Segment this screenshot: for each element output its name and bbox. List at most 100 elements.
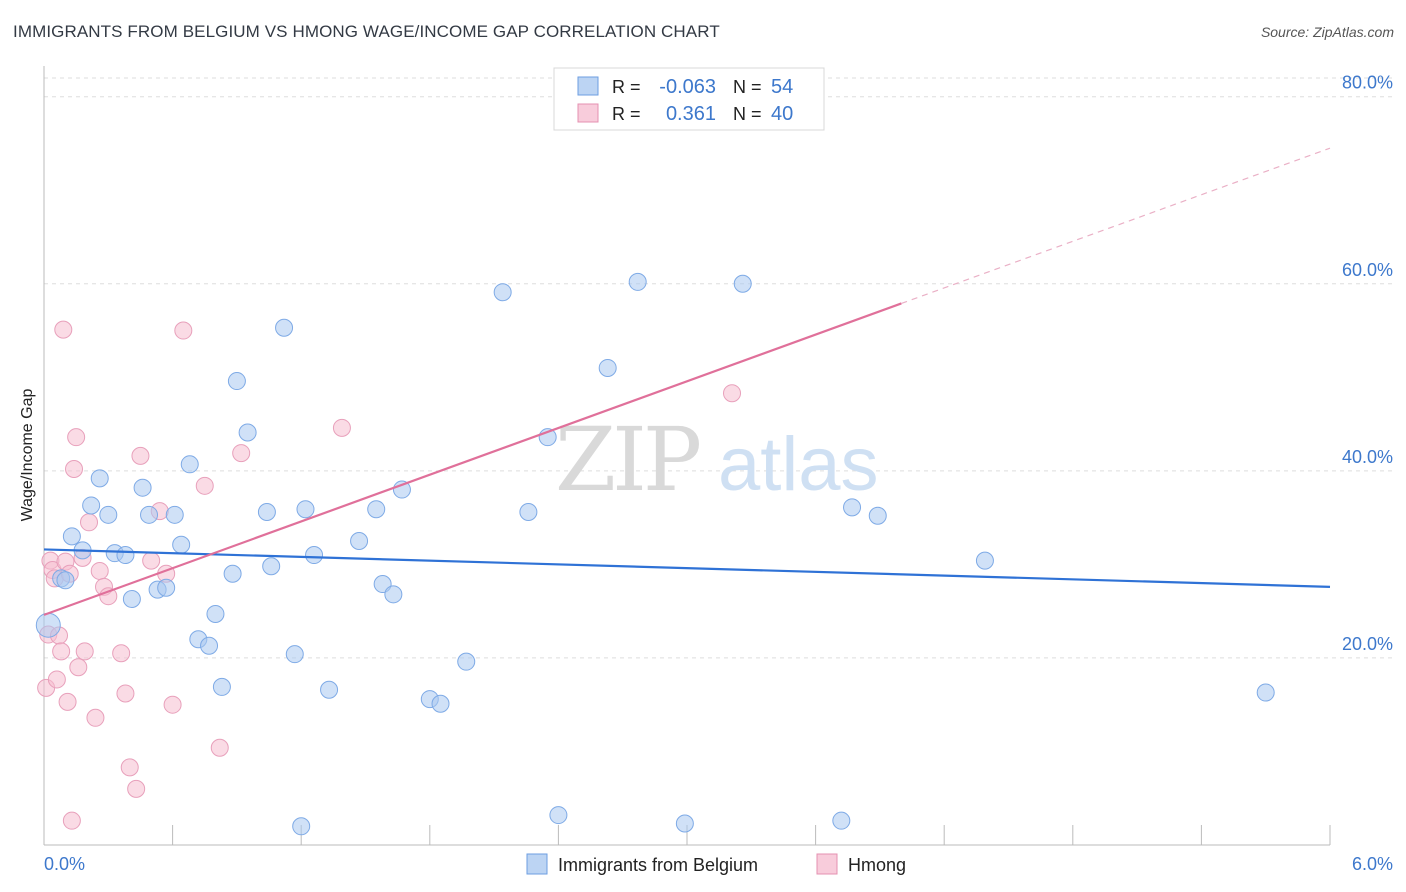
belgium-point <box>212 677 231 696</box>
bottom-legend-label-belgium: Immigrants from Belgium <box>558 855 758 875</box>
source-label: Source: ZipAtlas.com <box>1260 24 1394 40</box>
belgium-point <box>116 546 135 565</box>
hmong-point <box>116 684 135 703</box>
bottom-legend-swatch-belgium <box>526 853 548 875</box>
belgium-point <box>133 478 152 497</box>
y-tick-label: 20.0% <box>1342 634 1393 654</box>
hmong-point <box>58 692 77 711</box>
belgium-point <box>285 645 304 664</box>
hmong-trend-extension <box>901 147 1331 304</box>
y-tick-label: 40.0% <box>1342 447 1393 467</box>
belgium-point <box>35 612 61 638</box>
legend-r-value-belgium: -0.063 <box>659 76 716 98</box>
belgium-point <box>305 546 324 565</box>
legend-swatch-belgium <box>577 76 599 96</box>
belgium-point <box>122 589 141 608</box>
belgium-point <box>180 455 199 474</box>
x-tick-label-min: 0.0% <box>44 854 85 874</box>
hmong-point <box>210 738 229 757</box>
hmong-point <box>332 418 351 437</box>
belgium-point <box>157 578 176 597</box>
belgium-point <box>292 817 311 836</box>
hmong-point <box>142 551 161 570</box>
legend-swatch-hmong <box>577 103 599 123</box>
y-tick-label: 80.0% <box>1342 73 1393 93</box>
hmong-trend-line <box>43 302 902 616</box>
belgium-point <box>868 506 887 525</box>
belgium-point <box>238 423 257 442</box>
chart-title: IMMIGRANTS FROM BELGIUM VS HMONG WAGE/IN… <box>13 22 720 41</box>
hmong-point <box>90 561 109 580</box>
bottom-legend-swatch-hmong <box>816 853 838 875</box>
hmong-point <box>174 321 193 340</box>
hmong-point <box>65 459 84 478</box>
belgium-point <box>165 505 184 524</box>
hmong-point <box>723 384 742 403</box>
hmong-point <box>131 446 150 465</box>
belgium-point <box>296 500 315 519</box>
belgium-point <box>457 652 476 671</box>
legend-r-label-hmong: R = <box>612 104 641 124</box>
belgium-point <box>1256 683 1275 702</box>
hmong-point <box>54 320 73 339</box>
watermark: ZIP atlas <box>555 408 879 511</box>
belgium-point <box>843 498 862 517</box>
belgium-point <box>82 496 101 515</box>
belgium-point <box>257 503 276 522</box>
hmong-point <box>120 758 139 777</box>
hmong-point <box>195 476 214 495</box>
correlation-legend: R = -0.063 N = 54 R = 0.361 N = 40 <box>553 67 825 131</box>
hmong-point <box>75 642 94 661</box>
hmong-point <box>86 708 105 727</box>
hmong-point <box>163 695 182 714</box>
belgium-points <box>35 272 1275 836</box>
trend-lines <box>43 147 1331 616</box>
belgium-point <box>56 571 75 590</box>
belgium-point <box>320 680 339 699</box>
belgium-point <box>628 272 647 291</box>
legend-r-value-hmong: 0.361 <box>666 103 716 125</box>
hmong-points <box>37 320 742 830</box>
belgium-point <box>733 274 752 293</box>
belgium-point <box>90 469 109 488</box>
belgium-point <box>549 806 568 825</box>
hmong-point <box>232 444 251 463</box>
series-legend: Immigrants from Belgium Hmong <box>526 853 906 875</box>
belgium-point <box>200 636 219 655</box>
hmong-point <box>69 658 88 677</box>
belgium-point <box>493 283 512 302</box>
watermark-zip: ZIP <box>555 408 700 511</box>
belgium-point <box>519 503 538 522</box>
hmong-point <box>67 428 86 447</box>
hmong-point <box>62 811 81 830</box>
legend-r-label-belgium: R = <box>612 77 641 97</box>
y-tick-labels: 20.0% 40.0% 60.0% 80.0% <box>1342 73 1393 654</box>
watermark-atlas: atlas <box>718 422 879 507</box>
hmong-point <box>80 513 99 532</box>
legend-n-value-belgium: 54 <box>771 76 793 98</box>
bottom-legend-label-hmong: Hmong <box>848 855 906 875</box>
belgium-point <box>675 814 694 833</box>
hmong-point <box>52 642 71 661</box>
belgium-point <box>262 557 281 576</box>
belgium-point <box>206 604 225 623</box>
belgium-point <box>384 585 403 604</box>
belgium-point <box>350 532 369 551</box>
hmong-point <box>127 779 146 798</box>
x-tick-labels: 0.0% 6.0% <box>44 854 1393 874</box>
legend-n-value-hmong: 40 <box>771 103 793 125</box>
legend-n-label-belgium: N = <box>733 77 762 97</box>
belgium-point <box>62 527 81 546</box>
belgium-point <box>832 811 851 830</box>
belgium-point <box>275 318 294 337</box>
belgium-point <box>99 505 118 524</box>
y-tick-label: 60.0% <box>1342 260 1393 280</box>
belgium-point <box>975 551 994 570</box>
legend-n-label-hmong: N = <box>733 104 762 124</box>
belgium-point <box>367 500 386 519</box>
gridlines <box>44 77 1394 659</box>
belgium-point <box>598 358 617 377</box>
belgium-point <box>140 505 159 524</box>
belgium-trend-line <box>43 548 1331 588</box>
